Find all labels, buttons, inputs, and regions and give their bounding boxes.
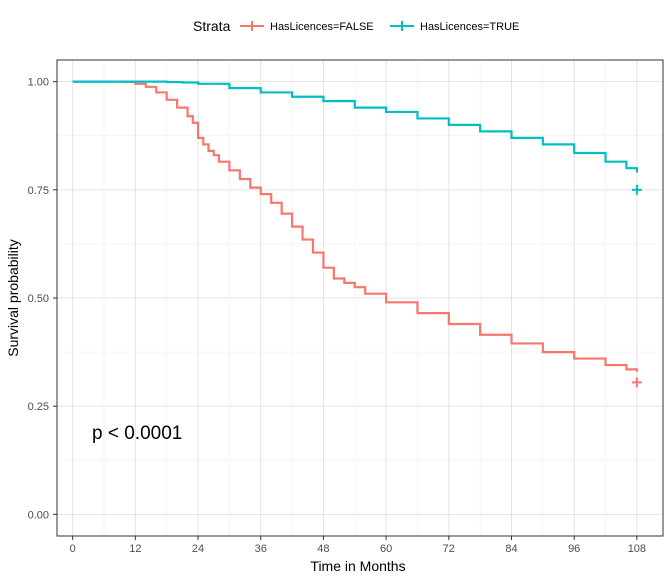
series-line-1: [72, 80, 638, 173]
legend-title: Strata: [193, 18, 231, 34]
x-tick-label: 96: [568, 543, 580, 555]
x-tick-label: 48: [317, 543, 329, 555]
y-tick-label: 0.50: [28, 293, 49, 305]
legend-key-false: [240, 21, 264, 31]
legend-key-true: [390, 21, 414, 31]
x-tick-label: 84: [505, 543, 517, 555]
x-tick-label: 108: [628, 543, 646, 555]
x-axis-ticks: 0 12 24 36 48 60 72 84 96 108: [70, 536, 646, 555]
legend-label-false: HasLicences=FALSE: [270, 21, 374, 33]
x-tick-label: 60: [380, 543, 392, 555]
x-tick-label: 12: [129, 543, 141, 555]
legend: Strata HasLicences=FALSE HasLicences=TRU…: [193, 18, 519, 34]
x-tick-label: 0: [70, 543, 76, 555]
x-tick-label: 72: [443, 543, 455, 555]
y-tick-label: 0.25: [28, 401, 49, 413]
x-axis-title: Time in Months: [310, 558, 405, 574]
x-tick-label: 24: [192, 543, 204, 555]
y-axis-title: Survival probability: [5, 239, 21, 357]
y-tick-label: 0.75: [28, 185, 49, 197]
y-tick-label: 0.00: [28, 509, 49, 521]
series-line-0: [72, 80, 638, 372]
x-tick-label: 36: [255, 543, 267, 555]
legend-label-true: HasLicences=TRUE: [420, 21, 519, 33]
y-tick-label: 1.00: [28, 77, 49, 89]
series-layer: [72, 80, 642, 388]
y-axis-ticks: 0.00 0.25 0.50 0.75 1.00: [28, 77, 57, 521]
p-value-annotation: p < 0.0001: [92, 423, 182, 444]
